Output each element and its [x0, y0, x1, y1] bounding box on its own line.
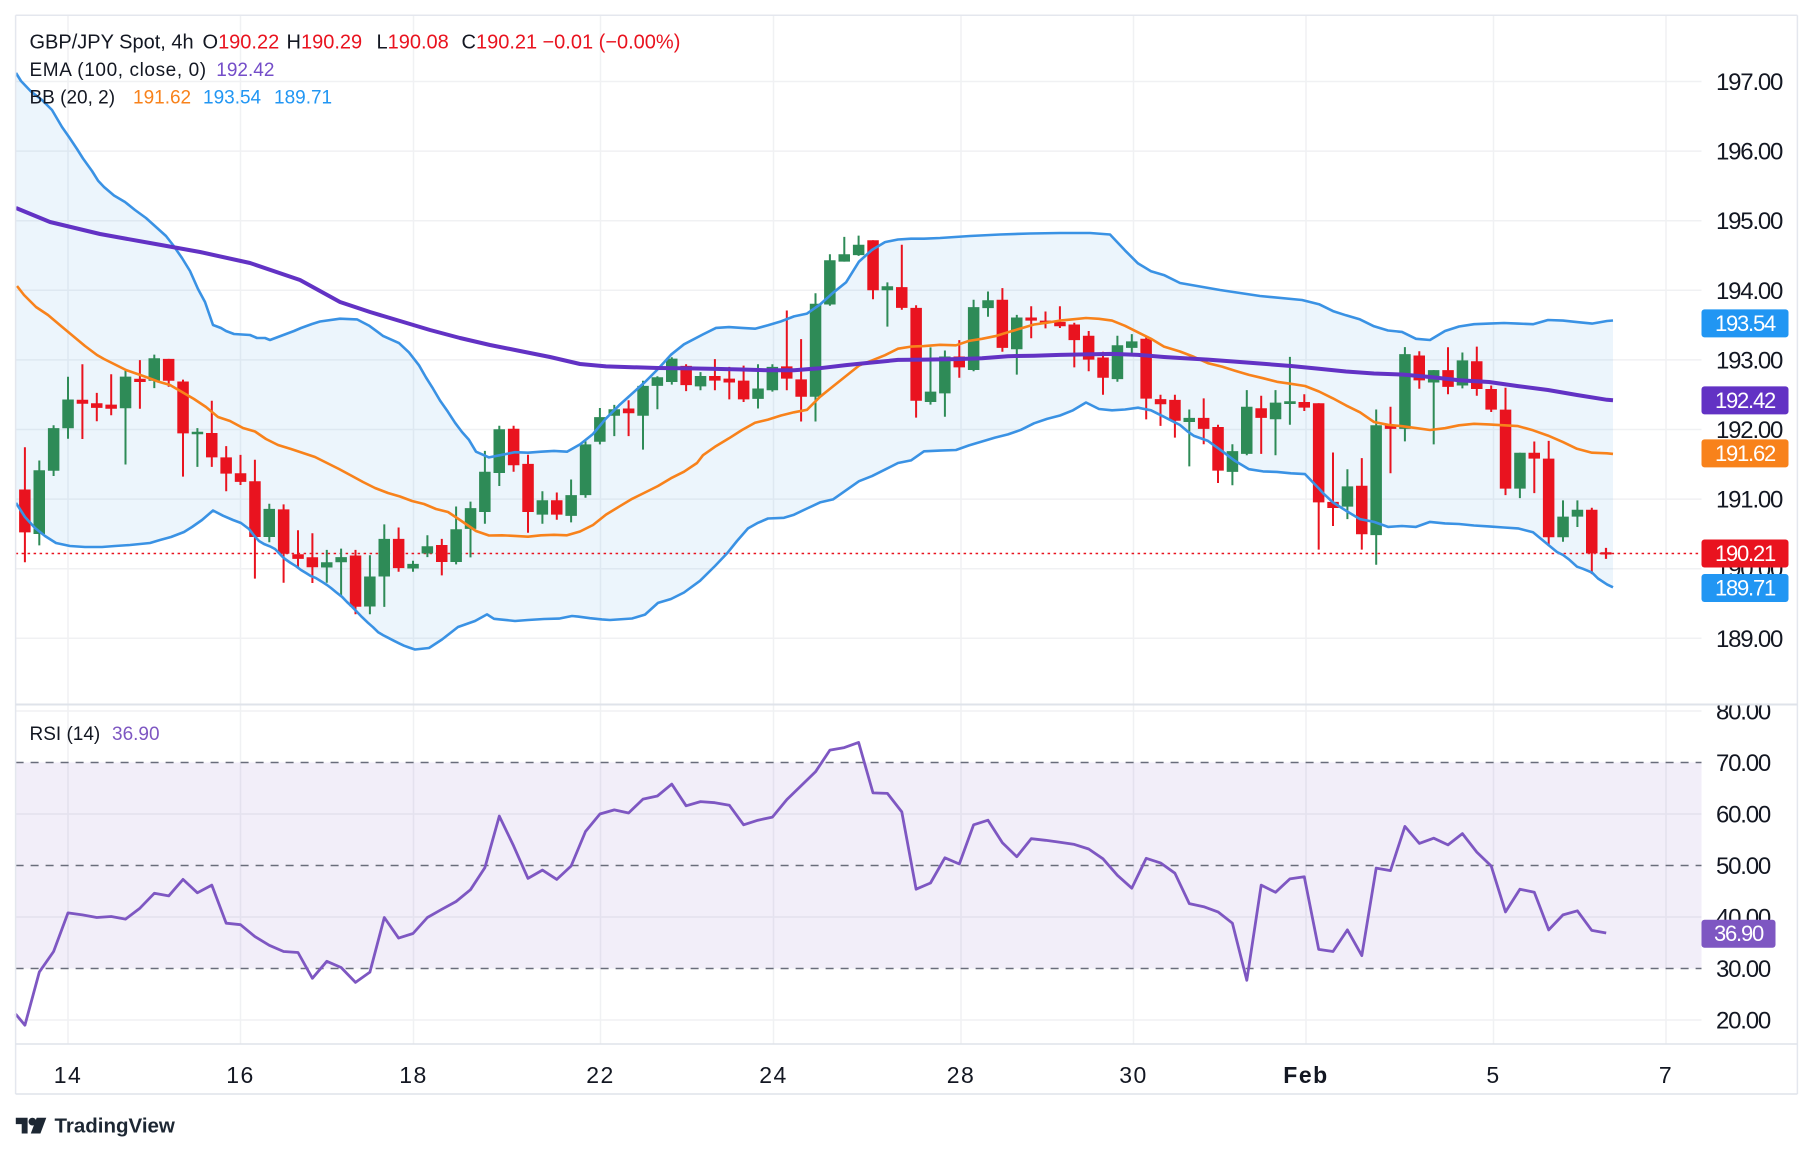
svg-text:30.00: 30.00 — [1716, 956, 1771, 983]
svg-text:GBP/JPY Spot, 4h: GBP/JPY Spot, 4h — [30, 32, 194, 54]
svg-text:24: 24 — [759, 1062, 788, 1088]
svg-text:5: 5 — [1486, 1062, 1500, 1088]
svg-text:189.71: 189.71 — [1715, 576, 1776, 601]
svg-text:191.00: 191.00 — [1716, 487, 1783, 514]
svg-text:16: 16 — [226, 1062, 255, 1088]
svg-text:195.00: 195.00 — [1716, 208, 1783, 235]
svg-text:−0.01 (−0.00%): −0.01 (−0.00%) — [543, 32, 681, 54]
svg-text:O190.22: O190.22 — [203, 32, 280, 54]
svg-text:36.90: 36.90 — [112, 724, 160, 745]
svg-text:50.00: 50.00 — [1716, 853, 1771, 880]
svg-text:197.00: 197.00 — [1716, 69, 1783, 96]
svg-text:189.00: 189.00 — [1716, 626, 1783, 653]
svg-text:TradingView: TradingView — [55, 1115, 175, 1138]
svg-text:EMA (100, close, 0): EMA (100, close, 0) — [30, 60, 207, 81]
svg-text:192.42: 192.42 — [216, 60, 274, 81]
svg-text:80.00: 80.00 — [1716, 699, 1771, 726]
svg-text:30: 30 — [1119, 1062, 1148, 1088]
svg-text:RSI (14): RSI (14) — [30, 724, 101, 745]
svg-text:18: 18 — [399, 1062, 428, 1088]
svg-text:14: 14 — [54, 1062, 83, 1088]
svg-text:193.00: 193.00 — [1716, 347, 1783, 374]
svg-text:36.90: 36.90 — [1714, 921, 1764, 946]
svg-text:Feb: Feb — [1283, 1062, 1328, 1088]
svg-text:20.00: 20.00 — [1716, 1008, 1771, 1035]
svg-text:BB (20, 2): BB (20, 2) — [30, 88, 116, 109]
svg-text:196.00: 196.00 — [1716, 139, 1783, 166]
svg-text:189.71: 189.71 — [274, 88, 332, 109]
svg-text:70.00: 70.00 — [1716, 750, 1771, 777]
svg-text:190.21: 190.21 — [1715, 541, 1776, 566]
svg-text:C190.21: C190.21 — [462, 32, 538, 54]
svg-text:194.00: 194.00 — [1716, 278, 1783, 305]
svg-text:193.54: 193.54 — [1715, 311, 1776, 336]
svg-text:191.62: 191.62 — [1715, 441, 1776, 466]
svg-text:22: 22 — [586, 1062, 615, 1088]
svg-text:193.54: 193.54 — [203, 88, 262, 109]
svg-text:191.62: 191.62 — [133, 88, 191, 109]
svg-text:H190.29: H190.29 — [287, 32, 363, 54]
svg-text:60.00: 60.00 — [1716, 802, 1771, 829]
svg-text:28: 28 — [947, 1062, 976, 1088]
svg-text:L190.08: L190.08 — [377, 32, 449, 54]
svg-text:192.42: 192.42 — [1715, 388, 1776, 413]
svg-text:7: 7 — [1659, 1062, 1673, 1088]
